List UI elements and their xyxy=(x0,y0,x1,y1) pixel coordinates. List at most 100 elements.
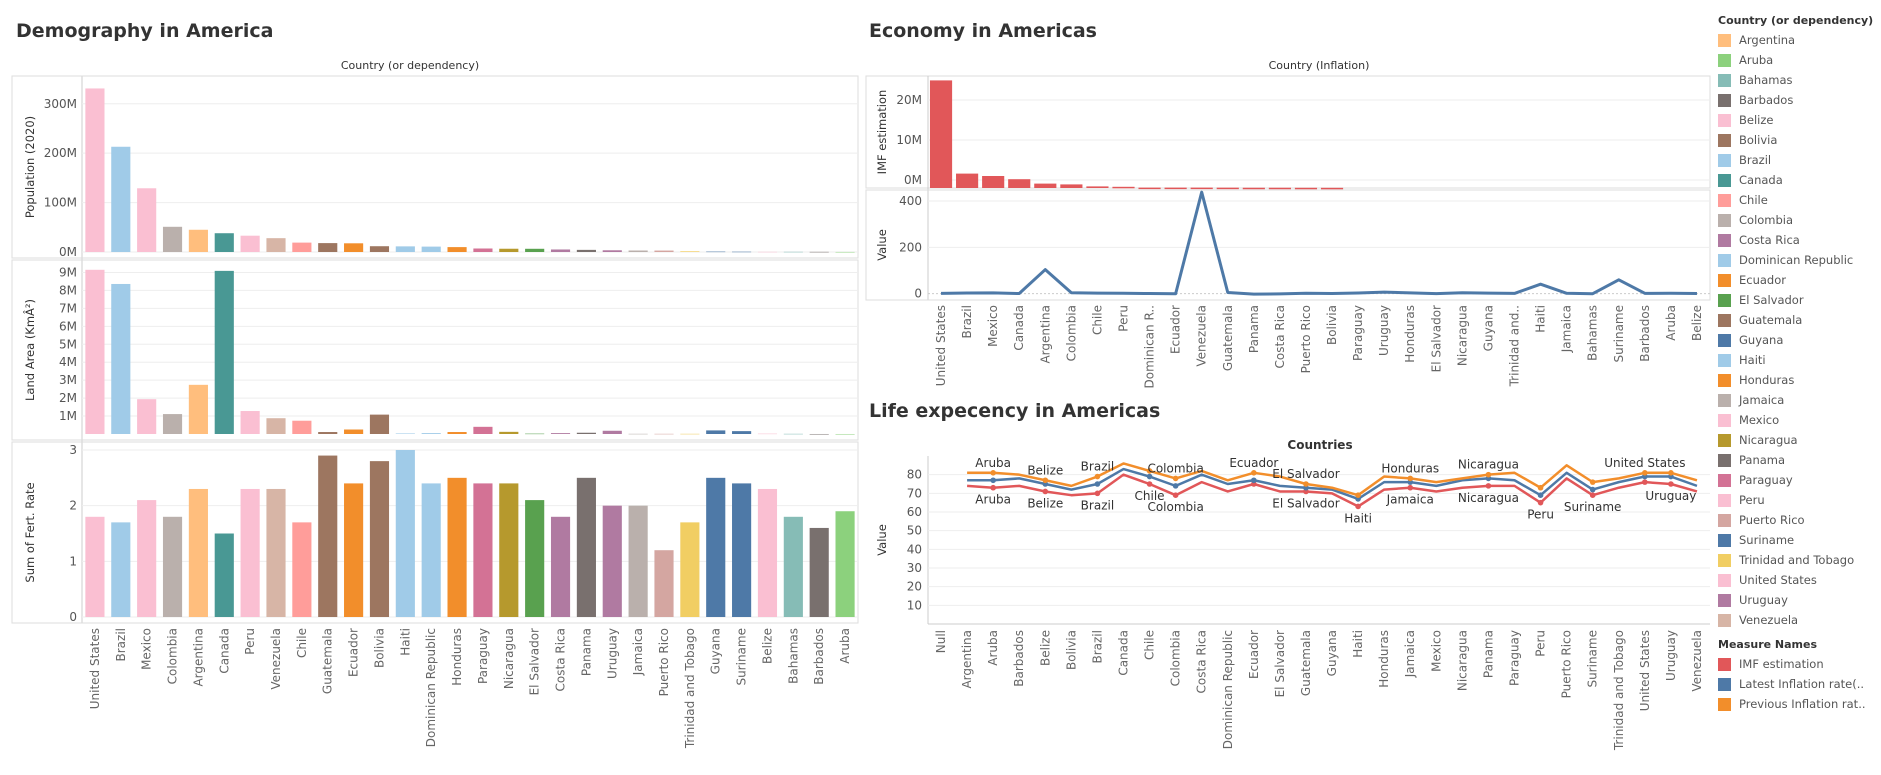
demography-x-tick: Guatemala xyxy=(321,628,335,694)
economy-line-panel-frame xyxy=(865,189,1711,301)
life-y-tick: 20 xyxy=(907,580,922,594)
demography-bar xyxy=(654,550,674,617)
life-point xyxy=(1094,473,1101,480)
life-y-tick: 30 xyxy=(907,561,922,575)
legend-item[interactable]: Peru xyxy=(1718,490,1878,510)
legend-swatch xyxy=(1718,393,1731,407)
legend-item[interactable]: United States xyxy=(1718,570,1878,590)
legend-item[interactable]: Puerto Rico xyxy=(1718,510,1878,530)
life-annotation-bottom: Brazil xyxy=(1081,498,1115,512)
legend-item[interactable]: Panama xyxy=(1718,450,1878,470)
legend-item[interactable]: IMF estimation xyxy=(1718,654,1878,674)
life-point xyxy=(990,470,996,476)
legend-label: Puerto Rico xyxy=(1739,513,1805,527)
economy-bar-y-tick: 0M xyxy=(904,173,922,187)
legend-item[interactable]: Jamaica xyxy=(1718,390,1878,410)
economy-x-tick: Bahamas xyxy=(1586,305,1600,361)
demography-panel-frame xyxy=(11,75,859,259)
demography-bar xyxy=(188,229,208,252)
demography-bar xyxy=(421,246,441,252)
demography-x-tick: Nicaragua xyxy=(502,628,516,689)
demography-x-tick: Peru xyxy=(243,628,257,655)
legend-item[interactable]: Trinidad and Tobago xyxy=(1718,550,1878,570)
legend-label: Panama xyxy=(1739,453,1786,467)
demography-bar xyxy=(292,522,312,617)
demography-bar xyxy=(214,533,234,617)
legend-item[interactable]: Bahamas xyxy=(1718,70,1878,90)
demography-x-tick: Canada xyxy=(217,628,231,674)
legend-label: Bahamas xyxy=(1739,73,1793,87)
demography-panel-frame xyxy=(11,441,859,624)
demography-x-tick: Haiti xyxy=(398,628,412,656)
legend-item[interactable]: Costa Rica xyxy=(1718,230,1878,250)
legend-label: Haiti xyxy=(1739,353,1766,367)
life-y-tick: 50 xyxy=(907,524,922,538)
legend-item[interactable]: Canada xyxy=(1718,170,1878,190)
economy-bar-panel-frame xyxy=(865,75,1711,189)
demography-x-tick: Ecuador xyxy=(347,628,361,677)
legend-item[interactable]: El Salvador xyxy=(1718,290,1878,310)
demography-bar xyxy=(395,433,415,434)
legend-label: Jamaica xyxy=(1739,393,1785,407)
demography-y-tick: 0 xyxy=(69,610,77,624)
legend-swatch xyxy=(1718,33,1731,47)
legend-item[interactable]: Guyana xyxy=(1718,330,1878,350)
legend-item[interactable]: Latest Inflation rate(.. xyxy=(1718,674,1878,694)
economy-x-tick: Brazil xyxy=(960,305,974,339)
economy-line-y-label: Value xyxy=(875,229,889,261)
life-x-tick: Ecuador xyxy=(1247,630,1261,679)
demography-header: Country (or dependency) xyxy=(341,59,479,72)
life-point xyxy=(1094,490,1101,497)
legend-item[interactable]: Bolivia xyxy=(1718,130,1878,150)
demography-x-tick: Argentina xyxy=(191,628,205,687)
legend-item[interactable]: Haiti xyxy=(1718,350,1878,370)
demography-bar xyxy=(732,483,752,617)
legend-swatch xyxy=(1718,333,1731,347)
demography-y-tick: 4M xyxy=(59,355,77,369)
legend-item[interactable]: Previous Inflation rat.. xyxy=(1718,694,1878,714)
demography-bar xyxy=(499,431,519,434)
demography-bar xyxy=(318,455,338,617)
legend-item[interactable]: Suriname xyxy=(1718,530,1878,550)
legend-item[interactable]: Argentina xyxy=(1718,30,1878,50)
legend-item[interactable]: Guatemala xyxy=(1718,310,1878,330)
legend-item[interactable]: Barbados xyxy=(1718,90,1878,110)
demography-bar xyxy=(111,146,131,252)
legend-item[interactable]: Colombia xyxy=(1718,210,1878,230)
legend-swatch xyxy=(1718,233,1731,247)
life-series-line xyxy=(967,462,1698,497)
legend-country-list: Argentina Aruba Bahamas Barbados Belize Boliv… xyxy=(1718,30,1878,630)
legend-item[interactable]: Nicaragua xyxy=(1718,430,1878,450)
legend-swatch xyxy=(1718,53,1731,67)
life-x-tick: Guyana xyxy=(1325,630,1339,676)
demography-x-tick: Jamaica xyxy=(631,628,645,676)
legend-item[interactable]: Chile xyxy=(1718,190,1878,210)
legend-item[interactable]: Honduras xyxy=(1718,370,1878,390)
legend-item[interactable]: Brazil xyxy=(1718,150,1878,170)
demography-bar xyxy=(240,488,260,617)
legend-item[interactable]: Venezuela xyxy=(1718,610,1878,630)
legend-item[interactable]: Dominican Republic xyxy=(1718,250,1878,270)
demography-bar xyxy=(835,251,855,253)
economy-line-y-tick: 400 xyxy=(899,194,922,208)
legend-label: Bolivia xyxy=(1739,133,1778,147)
demography-bar xyxy=(344,483,364,617)
legend-swatch xyxy=(1718,273,1731,287)
legend-item[interactable]: Uruguay xyxy=(1718,590,1878,610)
life-x-tick: Peru xyxy=(1534,630,1548,657)
life-point xyxy=(1172,475,1179,482)
legend-item[interactable]: Aruba xyxy=(1718,50,1878,70)
demography-bar xyxy=(550,433,571,434)
economy-x-tick: Jamaica xyxy=(1560,305,1574,353)
demography-bar xyxy=(550,516,571,617)
demography-bar xyxy=(473,483,493,617)
life-x-tick: United States xyxy=(1638,630,1652,711)
legend-item[interactable]: Ecuador xyxy=(1718,270,1878,290)
legend-item[interactable]: Mexico xyxy=(1718,410,1878,430)
life-x-tick: Barbados xyxy=(1012,630,1026,687)
legend-item[interactable]: Belize xyxy=(1718,110,1878,130)
life-x-tick: Mexico xyxy=(1429,630,1443,672)
demography-bar xyxy=(318,432,338,434)
demography-x-tick: Paraguay xyxy=(476,628,490,684)
legend-item[interactable]: Paraguay xyxy=(1718,470,1878,490)
